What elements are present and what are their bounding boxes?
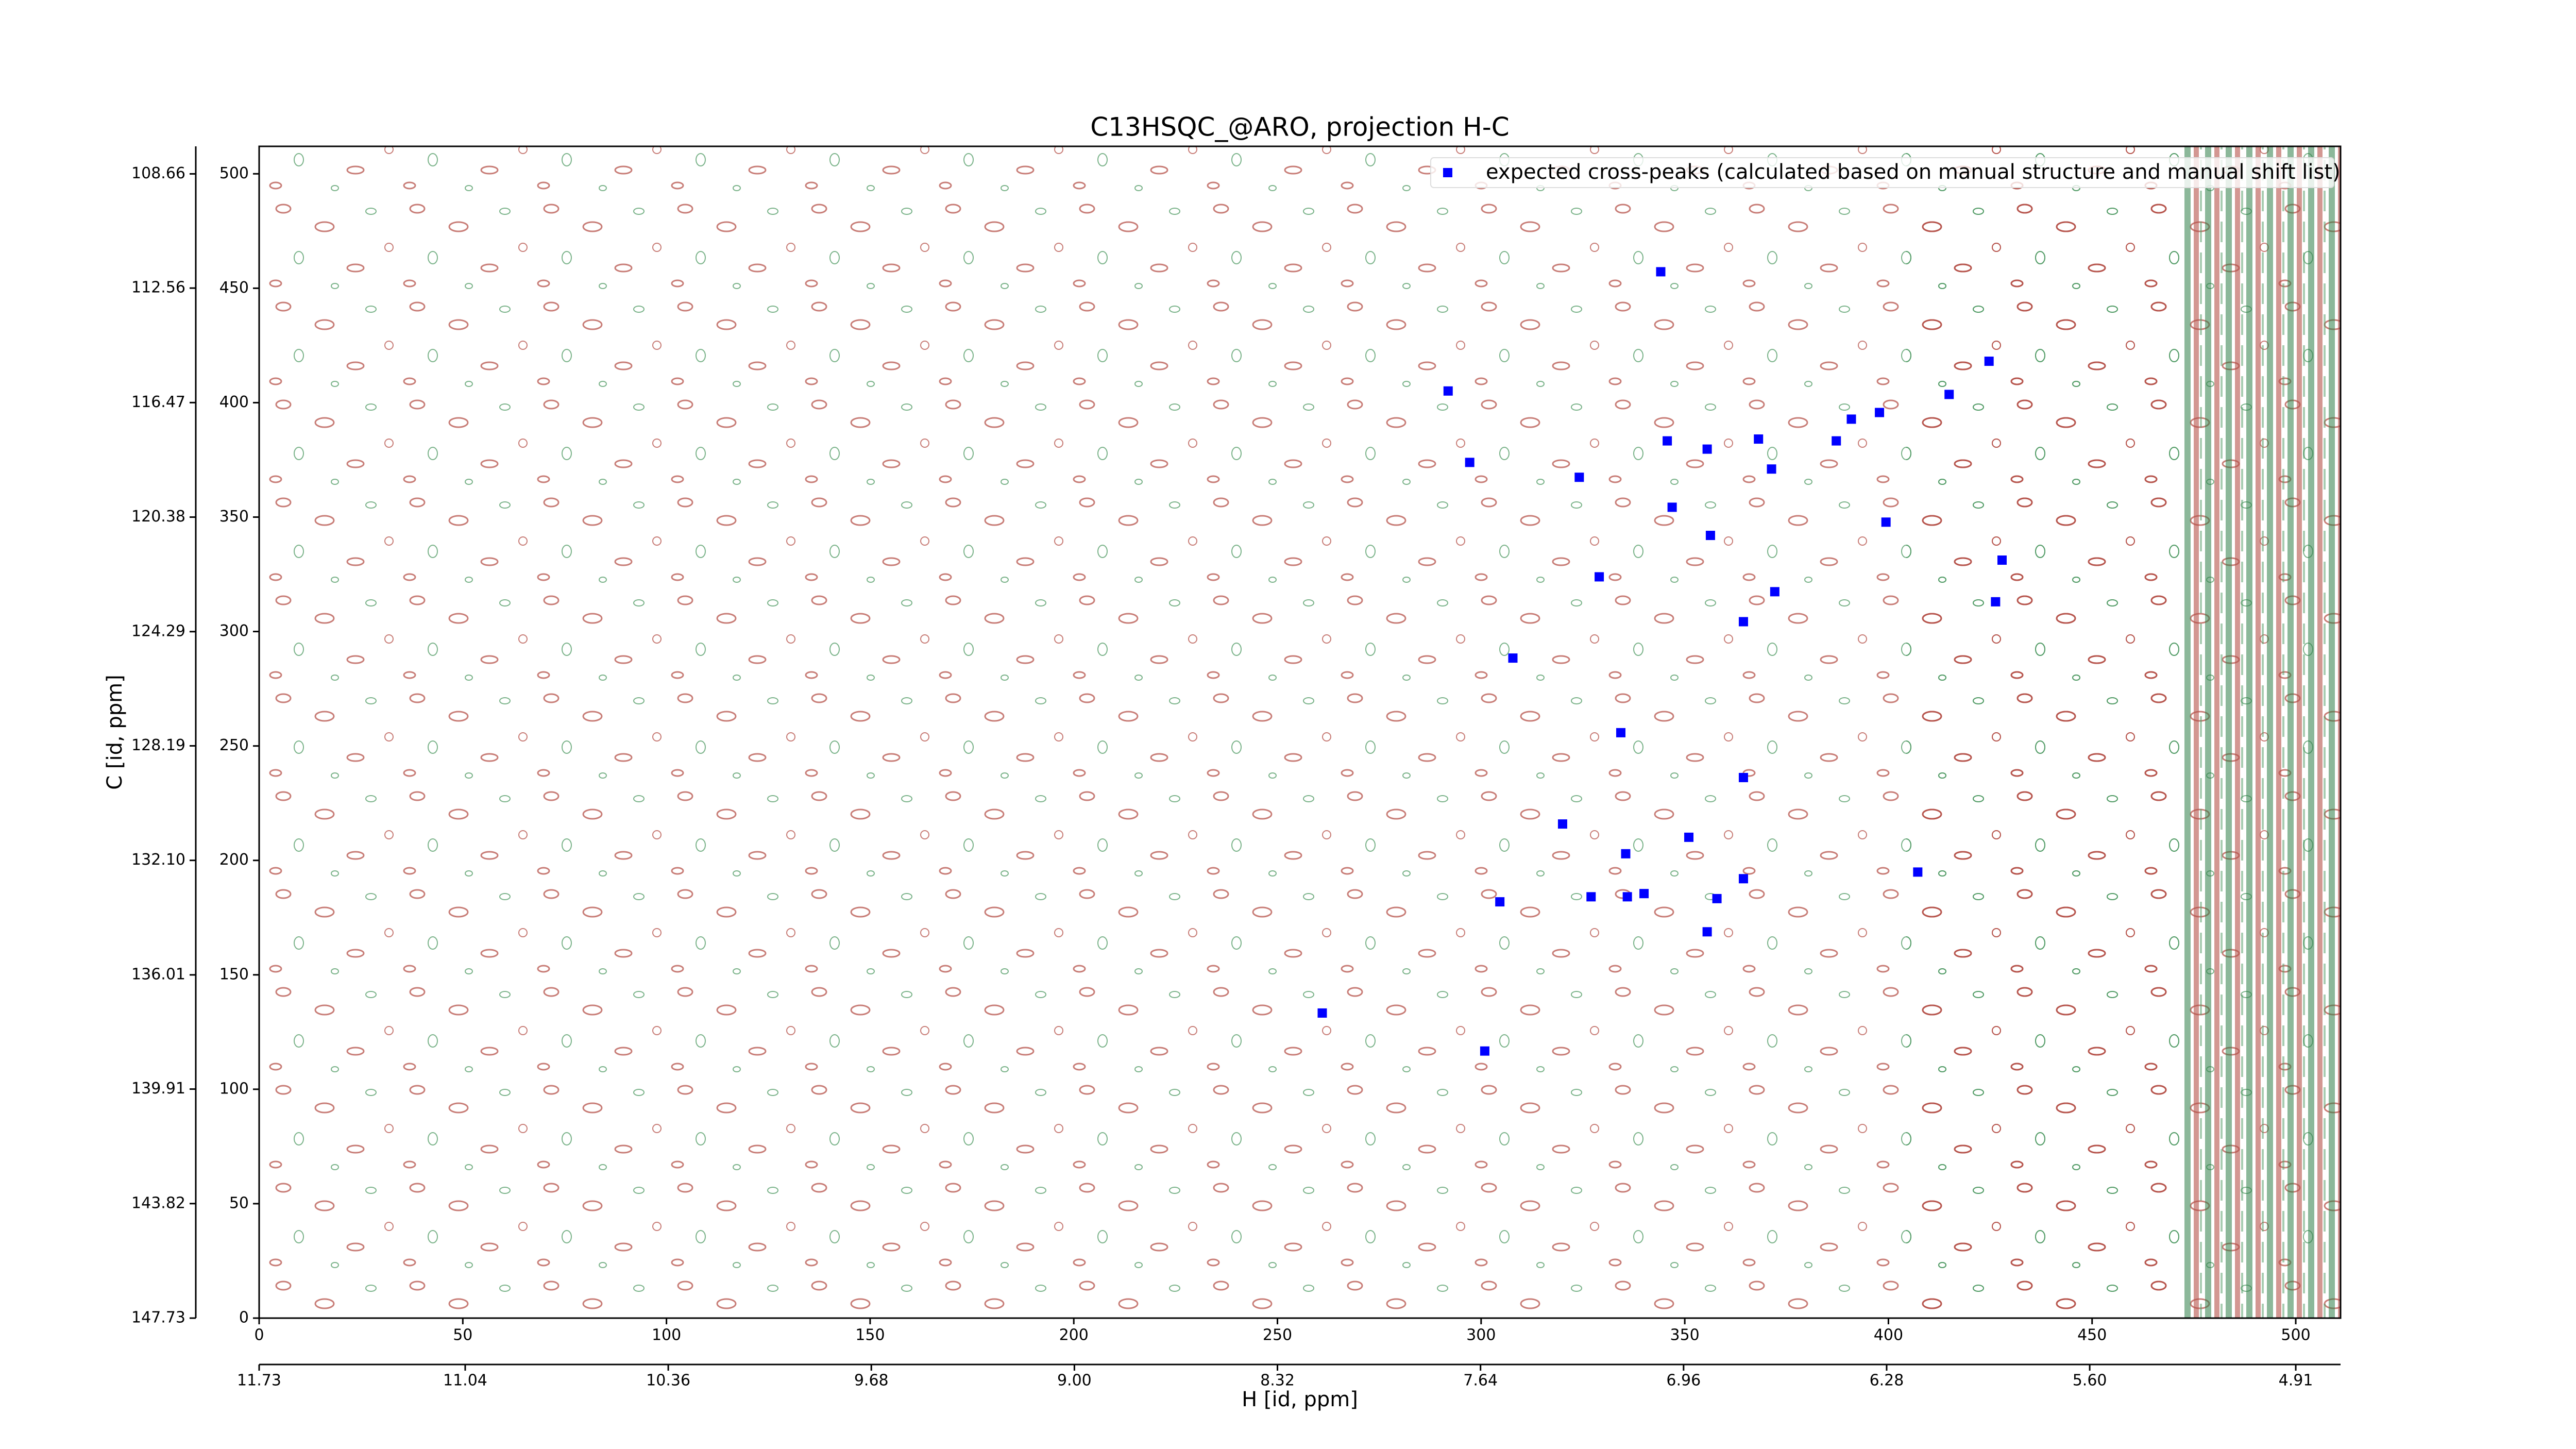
cross-peak [1595,572,1604,582]
x2-tick-label: 6.28 [1870,1372,1904,1390]
cross-peak [1767,464,1776,474]
cross-peak [1754,434,1764,444]
y2-tick-label: 112.56 [131,279,185,297]
y2-tick-label: 132.10 [131,851,185,869]
x2-tick-label: 9.00 [1057,1372,1092,1390]
cross-peak [1684,832,1694,842]
cross-peak [1875,408,1885,417]
y-tick-label: 100 [219,1080,249,1098]
cross-peak [1702,444,1712,454]
x2-tick-label: 11.04 [443,1372,487,1390]
cross-peak [1443,386,1453,396]
y-tick-label: 250 [219,736,249,754]
y2-tick-label: 124.29 [131,622,185,640]
cross-peak [1639,889,1649,899]
x-tick-label: 450 [2077,1326,2107,1344]
chart-title: C13HSQC_@ARO, projection H-C [1090,112,1509,142]
cross-peak [1667,502,1677,512]
cross-peak [1656,267,1666,277]
y2-tick-label: 128.19 [131,736,185,754]
x-tick-label: 300 [1466,1326,1496,1344]
y-tick-label: 400 [219,393,249,411]
cross-peak [1944,390,1954,399]
cross-peak [1705,531,1715,541]
legend-marker [1443,168,1452,177]
y2-tick-label: 143.82 [131,1194,185,1212]
cross-peak [1997,555,2007,565]
x2-tick-label: 6.96 [1666,1372,1701,1390]
x-tick-label: 200 [1059,1326,1089,1344]
legend-box [1430,157,2334,188]
x2-tick-label: 7.64 [1463,1372,1498,1390]
cross-peak [1616,728,1625,737]
cross-peak [1712,894,1722,903]
y2-tick-label: 116.47 [131,393,185,411]
x2-tick-label: 5.60 [2073,1372,2107,1390]
y2-tick-label: 120.38 [131,508,185,526]
y-tick-label: 150 [219,965,249,983]
cross-peak [1663,436,1672,446]
x2-tick-label: 11.73 [237,1372,281,1390]
cross-peak [1738,772,1748,782]
cross-peak [1881,517,1891,527]
y-tick-label: 350 [219,508,249,526]
y-axis-label: C [id, ppm] [103,675,127,790]
y2-tick-label: 136.01 [131,965,185,983]
cross-peak [1832,436,1841,446]
cross-peak [1738,874,1748,884]
y-tick-label: 300 [219,622,249,640]
x2-tick-label: 4.91 [2279,1372,2313,1390]
y2-tick-label: 139.91 [131,1080,185,1098]
legend-entry: expected cross-peaks (calculated based o… [1486,160,2341,184]
contour-background [259,146,2341,1318]
x-tick-label: 250 [1263,1326,1292,1344]
cross-peak [1622,892,1632,902]
x-tick-label: 100 [652,1326,681,1344]
cross-peak [1465,458,1475,467]
cross-peak [1586,892,1596,902]
cross-peak [1621,849,1631,858]
cross-peak [1557,819,1567,829]
cross-peak [1913,867,1923,877]
y-tick-label: 50 [229,1194,249,1212]
cross-peak [1991,597,2001,606]
plot-frame [258,145,2342,1319]
y-tick-label: 450 [219,279,249,297]
cross-peak [1846,414,1856,424]
x-tick-label: 350 [1670,1326,1699,1344]
x-axis-label: H [id, ppm] [1242,1388,1358,1411]
cross-peak [1317,1008,1327,1018]
legend: expected cross-peaks (calculated based o… [1430,157,2341,188]
y2-tick-label: 108.66 [131,164,185,182]
cross-peak [1574,473,1584,482]
cross-peak [1495,897,1505,907]
y-tick-label: 200 [219,851,249,869]
cross-peak [1702,927,1712,937]
cross-peak [1480,1046,1489,1056]
cross-peak [1770,587,1780,597]
x-tick-label: 400 [1874,1326,1903,1344]
x2-tick-label: 8.32 [1260,1372,1295,1390]
cross-peak [1984,357,1994,366]
cross-peak [1508,653,1518,663]
x-tick-label: 0 [254,1326,264,1344]
y2-tick-label: 147.73 [131,1309,185,1327]
x-tick-label: 50 [453,1326,472,1344]
y-tick-label: 0 [239,1309,249,1327]
x-tick-label: 150 [855,1326,885,1344]
x2-tick-label: 9.68 [854,1372,889,1390]
y-tick-label: 500 [219,164,249,182]
cross-peak [1738,617,1748,627]
x2-tick-label: 10.36 [646,1372,690,1390]
x-tick-label: 500 [2281,1326,2310,1344]
